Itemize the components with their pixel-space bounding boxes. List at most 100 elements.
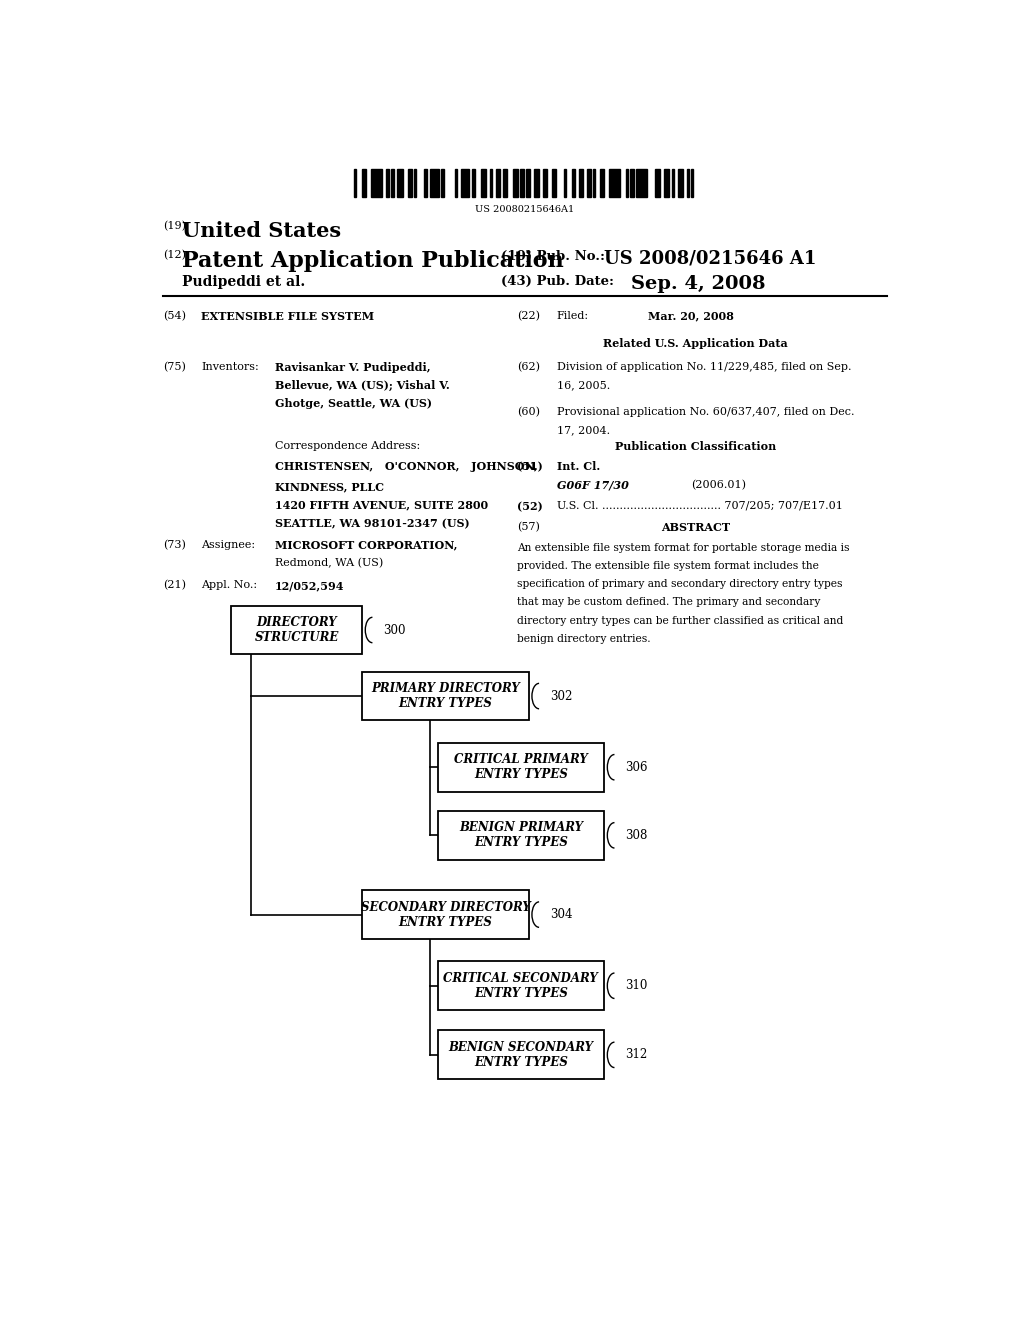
- Text: United States: United States: [182, 222, 341, 242]
- Text: 12/052,594: 12/052,594: [274, 581, 344, 591]
- Text: CHRISTENSEN,   O'CONNOR,   JOHNSON,: CHRISTENSEN, O'CONNOR, JOHNSON,: [274, 461, 538, 473]
- Bar: [437, 743, 604, 792]
- Text: (21): (21): [163, 581, 186, 590]
- Bar: [456, 169, 458, 197]
- Bar: [409, 169, 412, 197]
- Bar: [489, 169, 493, 197]
- Text: 304: 304: [550, 908, 572, 921]
- Bar: [587, 169, 591, 197]
- Bar: [687, 169, 689, 197]
- Bar: [526, 169, 530, 197]
- Text: provided. The extensible file system format includes the: provided. The extensible file system for…: [517, 561, 819, 570]
- Bar: [440, 169, 444, 197]
- Text: (22): (22): [517, 312, 540, 321]
- Text: Assignee:: Assignee:: [201, 540, 255, 549]
- Text: 16, 2005.: 16, 2005.: [557, 380, 610, 389]
- Text: (54): (54): [163, 312, 186, 321]
- Text: US 20080215646A1: US 20080215646A1: [475, 205, 574, 214]
- Text: 308: 308: [626, 829, 648, 842]
- Bar: [437, 961, 604, 1010]
- Bar: [636, 169, 647, 197]
- Text: (19): (19): [163, 222, 186, 232]
- Text: 17, 2004.: 17, 2004.: [557, 426, 609, 436]
- Bar: [461, 169, 469, 197]
- Text: that may be custom defined. The primary and secondary: that may be custom defined. The primary …: [517, 598, 820, 607]
- Text: 312: 312: [626, 1048, 648, 1061]
- Text: (57): (57): [517, 523, 540, 532]
- Text: 300: 300: [384, 623, 407, 636]
- Text: CRITICAL SECONDARY
ENTRY TYPES: CRITICAL SECONDARY ENTRY TYPES: [443, 972, 598, 999]
- Bar: [397, 169, 402, 197]
- Text: ABSTRACT: ABSTRACT: [660, 523, 730, 533]
- Text: (60): (60): [517, 408, 540, 417]
- Bar: [471, 169, 475, 197]
- Text: (43) Pub. Date:: (43) Pub. Date:: [501, 276, 614, 288]
- Text: US 2008/0215646 A1: US 2008/0215646 A1: [604, 249, 816, 268]
- Bar: [362, 890, 528, 939]
- Bar: [362, 672, 528, 721]
- Bar: [231, 606, 362, 655]
- Bar: [361, 169, 366, 197]
- Text: PRIMARY DIRECTORY
ENTRY TYPES: PRIMARY DIRECTORY ENTRY TYPES: [371, 682, 520, 710]
- Bar: [496, 169, 500, 197]
- Text: Ravisankar V. Pudipeddi,: Ravisankar V. Pudipeddi,: [274, 362, 430, 372]
- Text: Provisional application No. 60/637,407, filed on Dec.: Provisional application No. 60/637,407, …: [557, 408, 854, 417]
- Text: U.S. Cl. .................................. 707/205; 707/E17.01: U.S. Cl. ...............................…: [557, 500, 843, 511]
- Bar: [564, 169, 566, 197]
- Text: Bellevue, WA (US); Vishal V.: Bellevue, WA (US); Vishal V.: [274, 380, 450, 391]
- Text: Pudipeddi et al.: Pudipeddi et al.: [182, 276, 305, 289]
- Bar: [552, 169, 556, 197]
- Text: (12): (12): [163, 249, 186, 260]
- Text: An extensible file system format for portable storage media is: An extensible file system format for por…: [517, 543, 849, 553]
- Text: EXTENSIBLE FILE SYSTEM: EXTENSIBLE FILE SYSTEM: [201, 312, 374, 322]
- Text: Redmond, WA (US): Redmond, WA (US): [274, 558, 383, 568]
- Text: Inventors:: Inventors:: [201, 362, 259, 372]
- Bar: [534, 169, 539, 197]
- Bar: [609, 169, 621, 197]
- Text: Int. Cl.: Int. Cl.: [557, 461, 600, 473]
- Bar: [630, 169, 634, 197]
- Text: Publication Classification: Publication Classification: [614, 441, 776, 451]
- Text: 302: 302: [550, 689, 572, 702]
- Text: DIRECTORY
STRUCTURE: DIRECTORY STRUCTURE: [254, 616, 339, 644]
- Bar: [386, 169, 389, 197]
- Text: SEATTLE, WA 98101-2347 (US): SEATTLE, WA 98101-2347 (US): [274, 517, 469, 529]
- Bar: [504, 169, 507, 197]
- Bar: [391, 169, 393, 197]
- Text: BENIGN PRIMARY
ENTRY TYPES: BENIGN PRIMARY ENTRY TYPES: [459, 821, 583, 849]
- Bar: [430, 169, 438, 197]
- Text: Sep. 4, 2008: Sep. 4, 2008: [631, 276, 766, 293]
- Bar: [543, 169, 547, 197]
- Text: G06F 17/30: G06F 17/30: [557, 479, 629, 491]
- Text: (62): (62): [517, 362, 540, 372]
- Bar: [425, 169, 427, 197]
- Bar: [480, 169, 486, 197]
- Bar: [600, 169, 604, 197]
- Bar: [437, 1031, 604, 1080]
- Bar: [626, 169, 628, 197]
- Bar: [354, 169, 356, 197]
- Text: (73): (73): [163, 540, 185, 550]
- Text: Filed:: Filed:: [557, 312, 589, 321]
- Bar: [580, 169, 583, 197]
- Text: 310: 310: [626, 979, 648, 993]
- Text: KINDNESS, PLLC: KINDNESS, PLLC: [274, 482, 384, 492]
- Bar: [655, 169, 660, 197]
- Text: directory entry types can be further classified as critical and: directory entry types can be further cla…: [517, 615, 843, 626]
- Text: CRITICAL PRIMARY
ENTRY TYPES: CRITICAL PRIMARY ENTRY TYPES: [454, 754, 588, 781]
- Text: BENIGN SECONDARY
ENTRY TYPES: BENIGN SECONDARY ENTRY TYPES: [449, 1041, 593, 1069]
- Text: (52): (52): [517, 500, 543, 512]
- Text: Mar. 20, 2008: Mar. 20, 2008: [648, 312, 733, 322]
- Bar: [593, 169, 595, 197]
- Text: (51): (51): [517, 461, 543, 473]
- Text: 1420 FIFTH AVENUE, SUITE 2800: 1420 FIFTH AVENUE, SUITE 2800: [274, 499, 488, 511]
- Bar: [513, 169, 518, 197]
- Text: Ghotge, Seattle, WA (US): Ghotge, Seattle, WA (US): [274, 399, 432, 409]
- Bar: [414, 169, 417, 197]
- Text: specification of primary and secondary directory entry types: specification of primary and secondary d…: [517, 579, 843, 589]
- Bar: [520, 169, 524, 197]
- Text: (75): (75): [163, 362, 185, 372]
- Bar: [678, 169, 683, 197]
- Text: MICROSOFT CORPORATION,: MICROSOFT CORPORATION,: [274, 540, 458, 550]
- Text: Correspondence Address:: Correspondence Address:: [274, 441, 420, 451]
